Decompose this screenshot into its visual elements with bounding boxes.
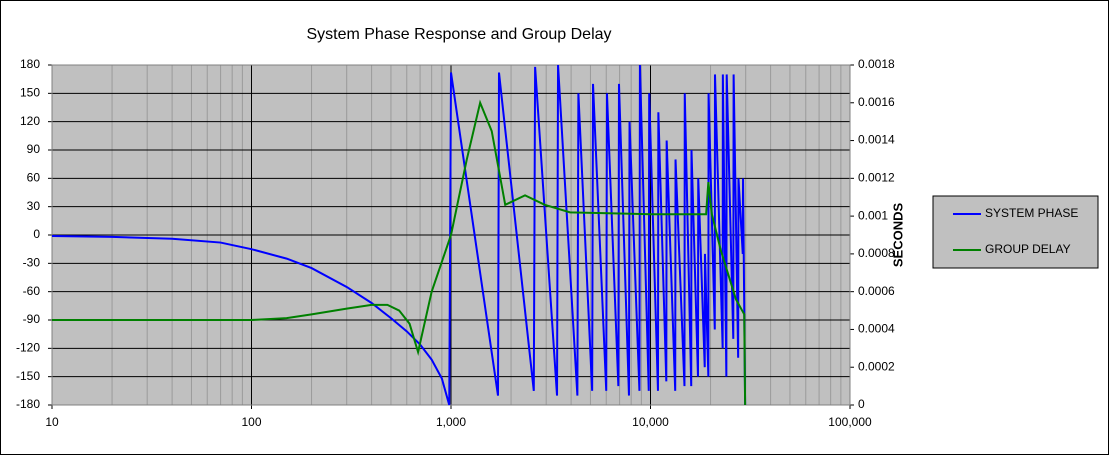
x-tick-label: 1,000	[436, 415, 466, 429]
y2-tick-label: 0.0014	[858, 133, 895, 147]
y-tick-label: -150	[16, 369, 40, 383]
y-tick-label: 90	[27, 142, 41, 156]
y-tick-label: -180	[16, 397, 40, 411]
y-tick-label: -120	[16, 341, 40, 355]
y2-tick-label: 0.0016	[858, 95, 895, 109]
y-tick-label: 180	[20, 57, 40, 71]
plot-border	[51, 64, 851, 406]
y-tick-label: -90	[23, 312, 41, 326]
y2-tick-label: 0.001	[858, 208, 888, 222]
y2-tick-label: 0.0018	[858, 57, 895, 71]
x-tick-label: 100,000	[828, 415, 872, 429]
legend-label: SYSTEM PHASE	[985, 206, 1078, 220]
x-tick-label: 10,000	[632, 415, 669, 429]
y2-tick-label: 0	[858, 397, 865, 411]
legend-box	[932, 195, 1099, 269]
y-tick-label: 120	[20, 114, 40, 128]
y-tick-label: 30	[27, 199, 41, 213]
y2-tick-label: 0.0006	[858, 284, 895, 298]
y-tick-label: 150	[20, 86, 40, 100]
y2-axis-label: SECONDS	[890, 203, 905, 268]
y-tick-label: 60	[27, 171, 41, 185]
y-tick-label: -60	[23, 284, 41, 298]
legend-label: GROUP DELAY	[985, 242, 1071, 256]
y2-tick-label: 0.0012	[858, 171, 895, 185]
x-tick-label: 100	[241, 415, 261, 429]
y2-tick-label: 0.0004	[858, 322, 895, 336]
x-tick-label: 10	[45, 415, 59, 429]
y2-tick-label: 0.0008	[858, 246, 895, 260]
y-tick-label: -30	[23, 256, 41, 270]
y2-tick-label: 0.0002	[858, 359, 895, 373]
chart-title: System Phase Response and Group Delay	[306, 26, 611, 43]
series-line	[52, 99, 747, 406]
y-tick-label: 0	[33, 227, 40, 241]
series-line	[51, 64, 747, 406]
